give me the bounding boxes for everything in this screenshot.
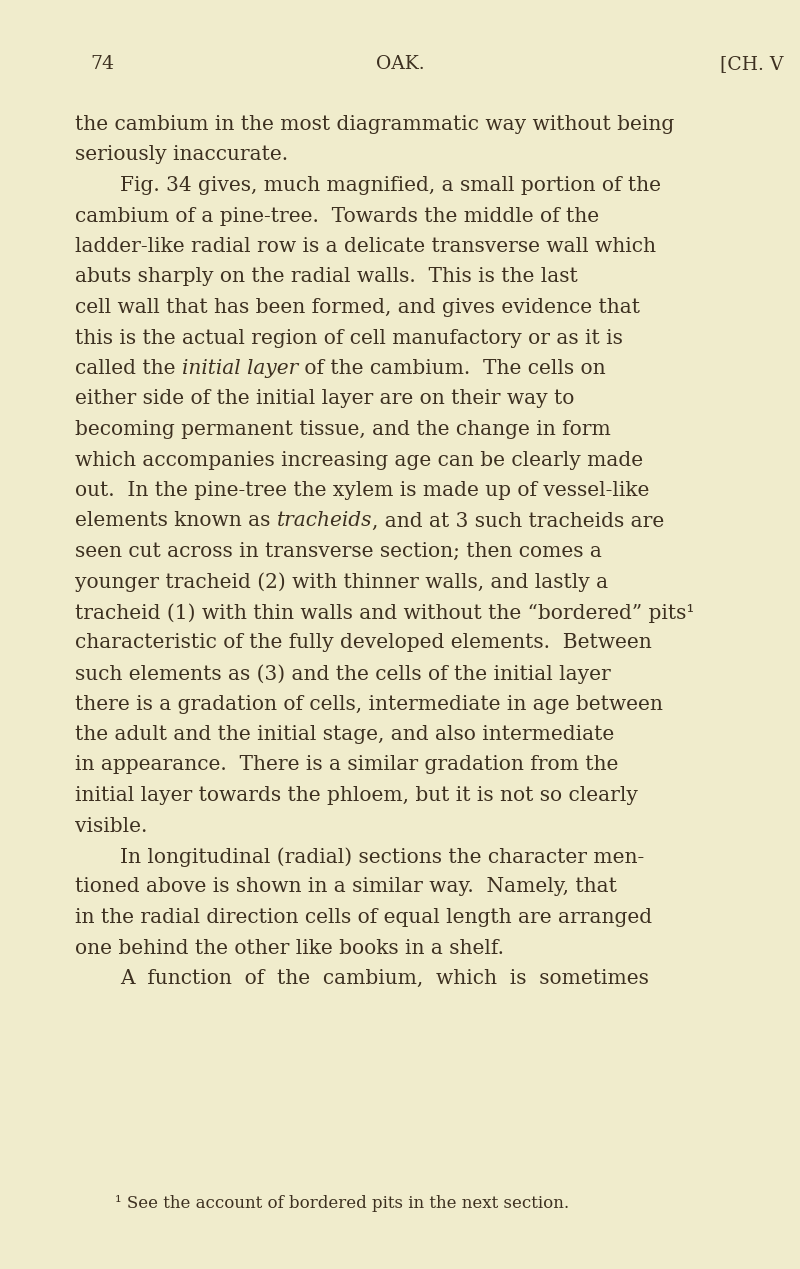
Text: in the radial direction cells of equal length are arranged: in the radial direction cells of equal l… [75, 909, 652, 926]
Text: visible.: visible. [75, 816, 147, 835]
Text: [CH. V: [CH. V [720, 55, 783, 74]
Text: A  function  of  the  cambium,  which  is  sometimes: A function of the cambium, which is some… [120, 970, 649, 989]
Text: 74: 74 [90, 55, 114, 74]
Text: elements known as: elements known as [75, 511, 277, 530]
Text: tioned above is shown in a similar way.  Namely, that: tioned above is shown in a similar way. … [75, 877, 617, 896]
Text: out.  In the pine-tree the xylem is made up of vessel-like: out. In the pine-tree the xylem is made … [75, 481, 650, 500]
Text: the adult and the initial stage, and also intermediate: the adult and the initial stage, and als… [75, 725, 614, 744]
Text: tracheid (1) with thin walls and without the “bordered” pits¹: tracheid (1) with thin walls and without… [75, 603, 694, 623]
Text: seen cut across in transverse section; then comes a: seen cut across in transverse section; t… [75, 542, 602, 561]
Text: such elements as (3) and the cells of the initial layer: such elements as (3) and the cells of th… [75, 664, 610, 684]
Text: abuts sharply on the radial walls.  This is the last: abuts sharply on the radial walls. This … [75, 268, 578, 287]
Text: ladder-like radial row is a delicate transverse wall which: ladder-like radial row is a delicate tra… [75, 237, 656, 256]
Text: called the: called the [75, 359, 182, 378]
Text: seriously inaccurate.: seriously inaccurate. [75, 146, 288, 165]
Text: in appearance.  There is a similar gradation from the: in appearance. There is a similar gradat… [75, 755, 618, 774]
Text: one behind the other like books in a shelf.: one behind the other like books in a she… [75, 939, 504, 958]
Text: initial layer: initial layer [182, 359, 298, 378]
Text: there is a gradation of cells, intermediate in age between: there is a gradation of cells, intermedi… [75, 694, 663, 713]
Text: which accompanies increasing age can be clearly made: which accompanies increasing age can be … [75, 450, 643, 470]
Text: In longitudinal (radial) sections the character men-: In longitudinal (radial) sections the ch… [120, 846, 644, 867]
Text: this is the actual region of cell manufactory or as it is: this is the actual region of cell manufa… [75, 329, 623, 348]
Text: tracheids: tracheids [277, 511, 372, 530]
Text: ¹ See the account of bordered pits in the next section.: ¹ See the account of bordered pits in th… [115, 1195, 569, 1212]
Text: younger tracheid (2) with thinner walls, and lastly a: younger tracheid (2) with thinner walls,… [75, 572, 608, 593]
Text: either side of the initial layer are on their way to: either side of the initial layer are on … [75, 390, 574, 409]
Text: Fig. 34 gives, much magnified, a small portion of the: Fig. 34 gives, much magnified, a small p… [120, 176, 661, 195]
Text: cambium of a pine-tree.  Towards the middle of the: cambium of a pine-tree. Towards the midd… [75, 207, 599, 226]
Text: OAK.: OAK. [376, 55, 424, 74]
Text: initial layer towards the phloem, but it is not so clearly: initial layer towards the phloem, but it… [75, 786, 638, 805]
Text: the cambium in the most diagrammatic way without being: the cambium in the most diagrammatic way… [75, 115, 674, 135]
Text: , and at 3 such tracheids are: , and at 3 such tracheids are [372, 511, 665, 530]
Text: cell wall that has been formed, and gives evidence that: cell wall that has been formed, and give… [75, 298, 640, 317]
Text: becoming permanent tissue, and the change in form: becoming permanent tissue, and the chang… [75, 420, 610, 439]
Text: characteristic of the fully developed elements.  Between: characteristic of the fully developed el… [75, 633, 652, 652]
Text: of the cambium.  The cells on: of the cambium. The cells on [298, 359, 606, 378]
